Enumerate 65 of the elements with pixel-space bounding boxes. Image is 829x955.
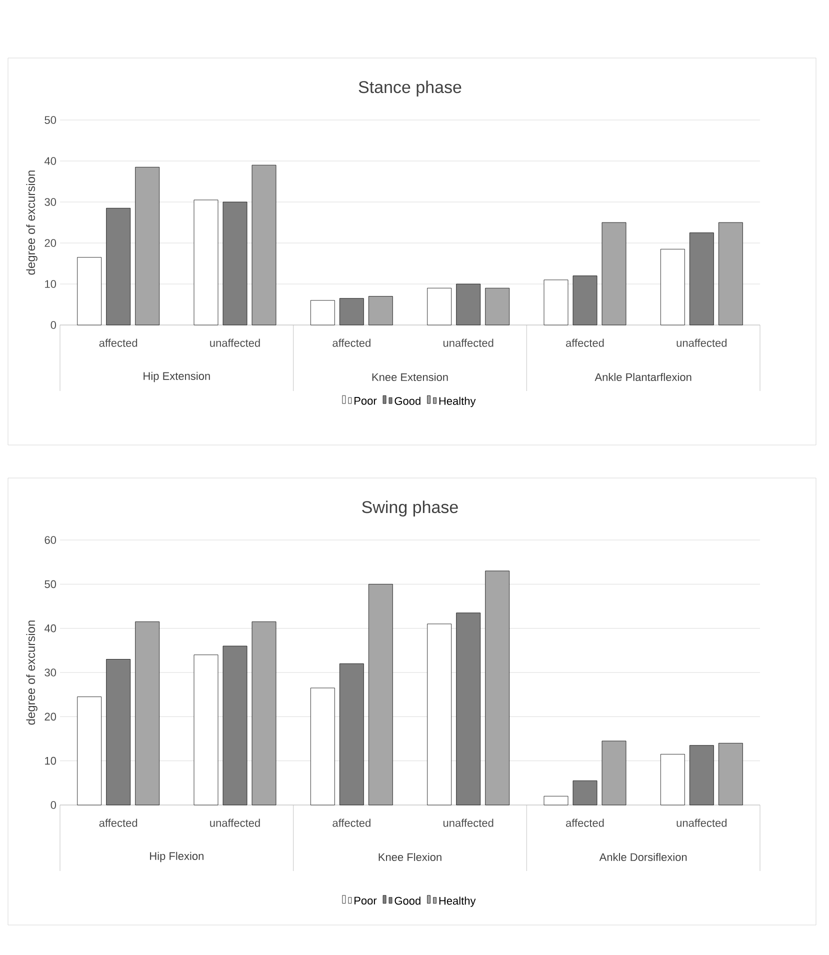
bar: [222, 646, 248, 806]
y-tick-label: 40: [44, 157, 56, 165]
text: Hip Extension: [144, 372, 210, 382]
bar: [339, 663, 364, 806]
x-tick-label: unaffected: [443, 818, 494, 827]
text: Ankle Dorsiflexion: [599, 852, 687, 862]
legend-label: Good: [394, 896, 420, 905]
y-axis-title: degree of excursion: [26, 170, 38, 275]
x-tick-label: unaffected: [210, 338, 260, 347]
bar: [544, 280, 568, 326]
bar: [106, 208, 131, 326]
bar: [689, 232, 714, 326]
chart-title: Stance phase: [358, 80, 462, 97]
bar: [194, 654, 218, 806]
bar: [456, 284, 481, 326]
bar: [77, 696, 102, 806]
x-tick-label: affected: [566, 338, 604, 347]
x-tick-label: affected: [99, 818, 138, 827]
x-tick-label: unaffected: [676, 818, 727, 827]
bar: [310, 688, 335, 806]
bar: [456, 612, 481, 806]
bar: [194, 200, 218, 326]
y-tick-label: 50: [44, 116, 56, 124]
bar: [660, 248, 685, 326]
bar: [427, 624, 452, 806]
y-tick-label: 30: [44, 668, 56, 676]
chart-title: Swing phase: [362, 500, 458, 517]
bar: [339, 298, 364, 326]
bar: [572, 276, 598, 326]
text: Knee Extension: [372, 372, 448, 382]
x-tick-label: affected: [332, 818, 370, 827]
y-tick-label: 10: [45, 280, 56, 288]
y-tick-label: 30: [44, 198, 56, 206]
y-tick-label: 40: [44, 624, 56, 632]
legend-label: Healthy: [439, 396, 476, 408]
y-tick-label: 10: [45, 756, 56, 765]
text: Hip Flexion: [150, 852, 204, 862]
x-tick-label: unaffected: [443, 338, 494, 347]
bar: [689, 745, 714, 806]
y-tick-label: 60: [44, 536, 56, 544]
y-tick-label: 0: [50, 321, 56, 329]
bar: [77, 257, 102, 326]
text: Ankle Plantarflexion: [594, 372, 692, 382]
y-axis-title: degree of excursion: [26, 620, 38, 725]
y-tick-label: 20: [44, 712, 56, 721]
x-tick-label: affected: [99, 338, 138, 347]
legend-label: Poor: [354, 896, 377, 905]
bar: [310, 300, 335, 326]
x-tick-label: affected: [332, 338, 370, 347]
legend-label: Good: [394, 396, 420, 405]
y-tick-label: 0: [50, 801, 56, 809]
bar: [572, 780, 598, 806]
bar: [427, 288, 452, 326]
x-tick-label: affected: [566, 818, 604, 827]
bar: [106, 659, 131, 806]
text: Knee Flexion: [378, 852, 442, 862]
bar: [660, 754, 685, 806]
legend-label: Poor: [354, 397, 377, 405]
x-tick-label: unaffected: [676, 338, 727, 347]
bar: [222, 202, 248, 326]
y-tick-label: 20: [44, 239, 56, 247]
bar: [544, 796, 568, 806]
legend-label: Healthy: [439, 896, 476, 907]
x-tick-label: unaffected: [210, 818, 260, 827]
y-tick-label: 50: [44, 580, 56, 588]
